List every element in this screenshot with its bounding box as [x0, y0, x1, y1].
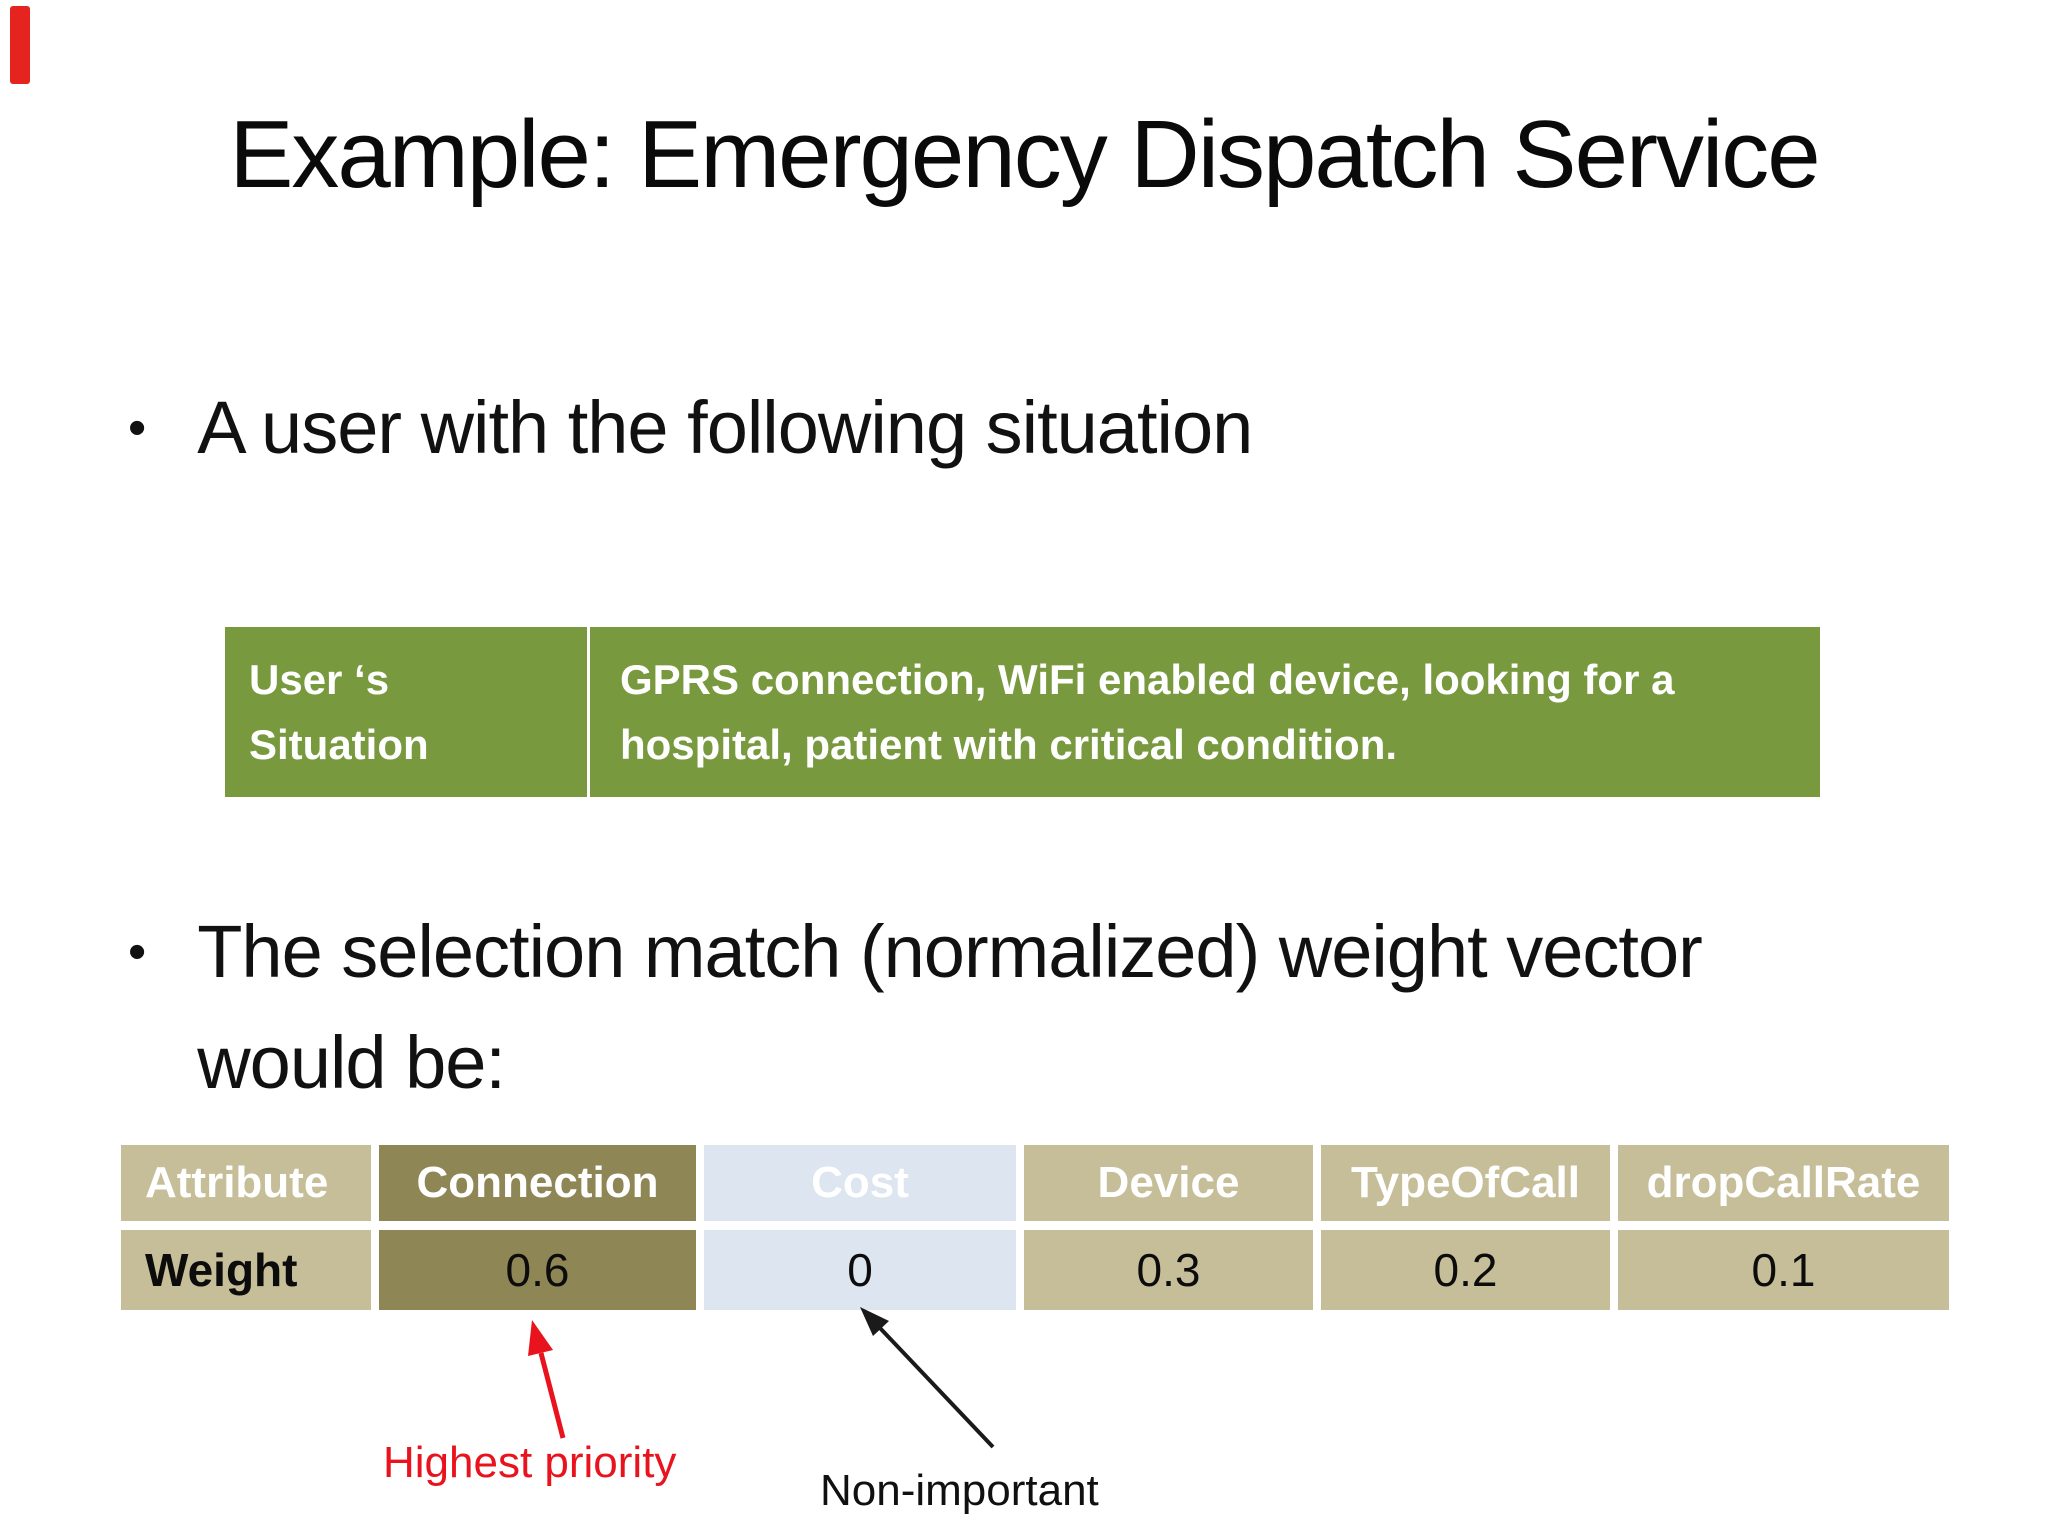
- situation-description-cell: GPRS connection, WiFi enabled device, lo…: [590, 627, 1820, 797]
- header-cell-typeofcall: TypeOfCall: [1321, 1145, 1610, 1221]
- weight-table-header-row: Attribute Connection Cost Device TypeOfC…: [121, 1145, 1949, 1221]
- bullet-item-situation: • A user with the following situation: [128, 372, 1253, 483]
- bullet-icon: •: [128, 923, 146, 981]
- bullet-text-situation: A user with the following situation: [197, 386, 1253, 469]
- annotation-highest-priority: Highest priority: [383, 1438, 677, 1487]
- header-cell-dropcallrate: dropCallRate: [1618, 1145, 1949, 1221]
- value-cell-cost: 0: [704, 1230, 1016, 1310]
- weight-table: Attribute Connection Cost Device TypeOfC…: [121, 1145, 1949, 1310]
- header-cell-connection: Connection: [379, 1145, 696, 1221]
- non-important-arrow: [860, 1307, 995, 1449]
- value-cell-dropcallrate: 0.1: [1618, 1230, 1949, 1310]
- value-cell-typeofcall: 0.2: [1321, 1230, 1610, 1310]
- situation-table: User ‘s Situation GPRS connection, WiFi …: [225, 627, 1820, 798]
- situation-label-line2: Situation: [249, 721, 429, 769]
- highest-priority-arrow: [528, 1320, 566, 1439]
- value-cell-label: Weight: [121, 1230, 371, 1310]
- situation-label-line1: User ‘s: [249, 656, 390, 703]
- slide-title: Example: Emergency Dispatch Service: [229, 101, 1820, 208]
- value-cell-connection: 0.6: [379, 1230, 696, 1310]
- header-cell-cost: Cost: [704, 1145, 1016, 1221]
- header-cell-device: Device: [1024, 1145, 1313, 1221]
- annotation-non-important: Non-important: [820, 1466, 1099, 1515]
- bullet-icon: •: [128, 399, 146, 457]
- weight-table-value-row: Weight 0.6 0 0.3 0.2 0.1: [121, 1230, 1949, 1310]
- header-cell-attribute: Attribute: [121, 1145, 371, 1221]
- bullet-item-weight-vector: • The selection match (normalized) weigh…: [128, 896, 1777, 1118]
- value-cell-device: 0.3: [1024, 1230, 1313, 1310]
- bullet-text-weight-vector: The selection match (normalized) weight …: [197, 910, 1703, 1104]
- situation-description-text: GPRS connection, WiFi enabled device, lo…: [620, 656, 1675, 769]
- recording-indicator: [10, 6, 30, 84]
- situation-label-cell: User ‘s Situation: [225, 627, 590, 798]
